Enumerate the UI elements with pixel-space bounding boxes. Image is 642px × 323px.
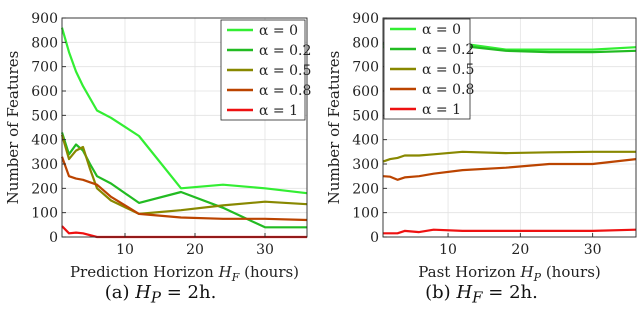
chart-a-xtick-label: 10 (116, 242, 134, 258)
chart-b-ytick-label: 200 (352, 181, 379, 197)
chart-a-ytick-label: 600 (31, 84, 58, 100)
chart-a-legend-label-3: α = 0.8 (259, 83, 311, 99)
caption-a: (a) HP = 2h. (0, 282, 321, 307)
chart-b-ytick-label: 300 (352, 157, 379, 173)
panel-a: 0 100 200 300 400 500 600 700 800 900 10 20 30 Predic… (0, 11, 321, 307)
caption-b-sub: F (472, 288, 483, 307)
chart-b-ytick-label: 400 (352, 133, 379, 149)
chart-b-series-line-3 (382, 158, 637, 181)
chart-a-ytick-label: 700 (31, 60, 58, 76)
chart-a-series-line-0 (60, 27, 308, 195)
caption-a-sub: P (150, 288, 161, 307)
chart-b-ytick-label: 500 (352, 108, 379, 124)
chart-a-ytick-label: 500 (31, 108, 58, 124)
chart-b-legend-label-2: α = 0.5 (422, 62, 474, 78)
chart-a-series-line-2 (60, 134, 308, 215)
chart-a-ytick-label: 900 (31, 11, 58, 27)
chart-a-ytick-label: 300 (31, 157, 58, 173)
caption-b: (b) HF = 2h. (321, 282, 642, 307)
chart-b-legend-label-4: α = 1 (422, 102, 461, 118)
chart-b-ytick-label: 900 (352, 11, 379, 27)
chart-b-xtick-label: 10 (439, 242, 457, 258)
chart-a-axes-box (61, 17, 308, 238)
chart-b-ytick-label: 100 (352, 206, 379, 222)
chart-b-series-line-2 (382, 150, 636, 163)
caption-a-rest: = 2h. (166, 282, 217, 303)
caption-a-prefix: (a) (104, 282, 130, 303)
chart-a-legend (220, 19, 306, 121)
chart-a: 0 100 200 300 400 500 600 700 800 900 10 20 30 Predic… (4, 11, 311, 284)
chart-a-legend-label-1: α = 0.2 (259, 43, 311, 59)
chart-b-ytick-label: 0 (370, 230, 379, 246)
chart-b-legend-label-0: α = 0 (422, 22, 461, 38)
chart-b-xlabel: Past Horizon HP (hours) (418, 263, 601, 284)
chart-a-xtick-label: 20 (186, 242, 204, 258)
chart-a-legend-label-2: α = 0.5 (259, 63, 311, 79)
caption-b-prefix: (b) (425, 282, 451, 303)
chart-b-ytick-label: 800 (352, 35, 379, 51)
chart-a-ytick-label: 200 (31, 181, 58, 197)
chart-a-ytick-label: 400 (31, 133, 58, 149)
chart-b-ytick-label: 600 (352, 84, 379, 100)
chart-a-xlabel: Prediction Horizon HF (hours) (70, 263, 299, 284)
chart-a-series-line-3 (60, 156, 308, 222)
chart-b-ylabel: Number of Features (325, 51, 343, 205)
chart-b-legend-label-3: α = 0.8 (422, 82, 474, 98)
chart-b-legend-label-1: α = 0.2 (422, 42, 474, 58)
caption-a-var: H (135, 282, 151, 303)
chart-b-axes-box (382, 17, 637, 238)
chart-b-ytick-label: 700 (352, 60, 379, 76)
chart-a-ytick-label: 0 (49, 230, 58, 246)
chart-a-ytick-label: 100 (31, 206, 58, 222)
chart-a-series-line-1 (60, 132, 307, 229)
panel-b: 0 100 200 300 400 500 600 700 800 900 10 20 30 Past H… (321, 0, 642, 323)
chart-b: 0 100 200 300 400 500 600 700 800 900 10 20 30 Past H… (325, 11, 637, 284)
chart-a-ytick-label: 800 (31, 35, 58, 51)
caption-b-rest: = 2h. (488, 282, 538, 303)
chart-a-ylabel: Number of Features (4, 51, 22, 205)
caption-b-var: H (456, 282, 473, 303)
chart-b-xtick-label: 20 (511, 242, 529, 258)
chart-a-legend-label-4: α = 1 (259, 103, 298, 119)
chart-b-xtick-label: 30 (584, 242, 602, 258)
chart-b-series-line-4 (383, 228, 637, 235)
chart-a-xtick-label: 30 (256, 242, 274, 258)
chart-a-legend-label-0: α = 0 (259, 23, 298, 39)
